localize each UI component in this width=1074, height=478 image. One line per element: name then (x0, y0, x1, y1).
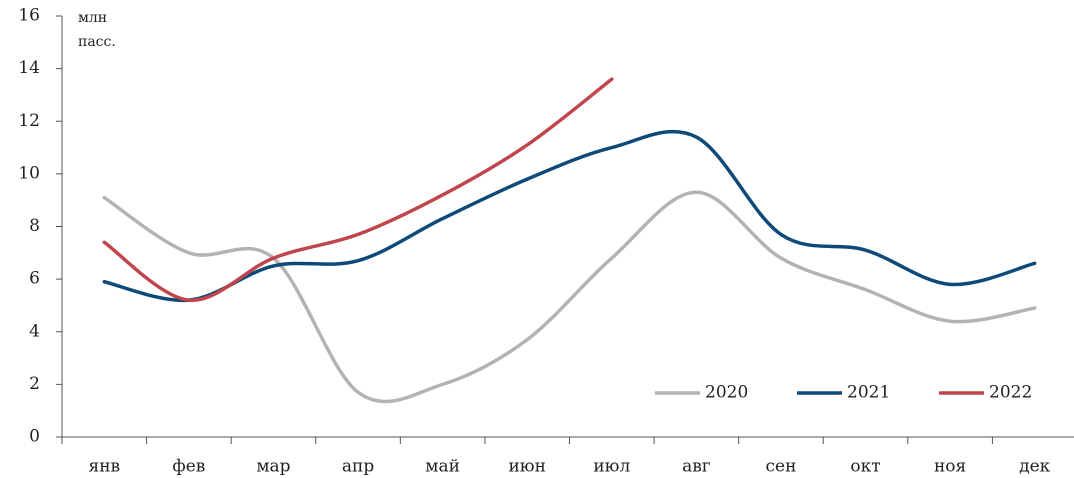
x-tick-label: янв (88, 457, 120, 477)
x-tick-label: май (425, 457, 460, 477)
y-tick-label: 16 (18, 6, 40, 26)
x-tick-label: авг (682, 457, 711, 477)
y-unit: млн пасс. (78, 10, 116, 50)
x-tick-label: июл (593, 457, 630, 477)
y-tick-label: 0 (29, 427, 40, 447)
y-tick-label: 12 (18, 111, 40, 131)
x-tick-label: дек (1019, 457, 1051, 477)
x-tick-label: апр (342, 457, 374, 477)
y-tick-label: 8 (29, 216, 40, 236)
legend-label: 2020 (705, 383, 748, 403)
legend-label: 2021 (847, 383, 890, 403)
y-tick-label: 4 (29, 321, 40, 341)
x-tick-label: окт (850, 457, 880, 477)
y-tick-label: 10 (18, 163, 40, 183)
x-tick-label: ноя (934, 457, 966, 477)
x-tick-label: июн (508, 457, 545, 477)
series-line (102, 129, 1037, 303)
series-line (102, 190, 1037, 404)
legend-label: 2022 (989, 383, 1032, 403)
y-tick-label: 2 (29, 374, 40, 394)
series-line (102, 77, 614, 302)
y-tick-label: 14 (18, 58, 40, 78)
x-tick-label: мар (256, 457, 290, 477)
x-tick-label: фев (172, 457, 205, 477)
x-tick-label: сен (765, 457, 796, 477)
y-tick-label: 6 (29, 269, 40, 289)
